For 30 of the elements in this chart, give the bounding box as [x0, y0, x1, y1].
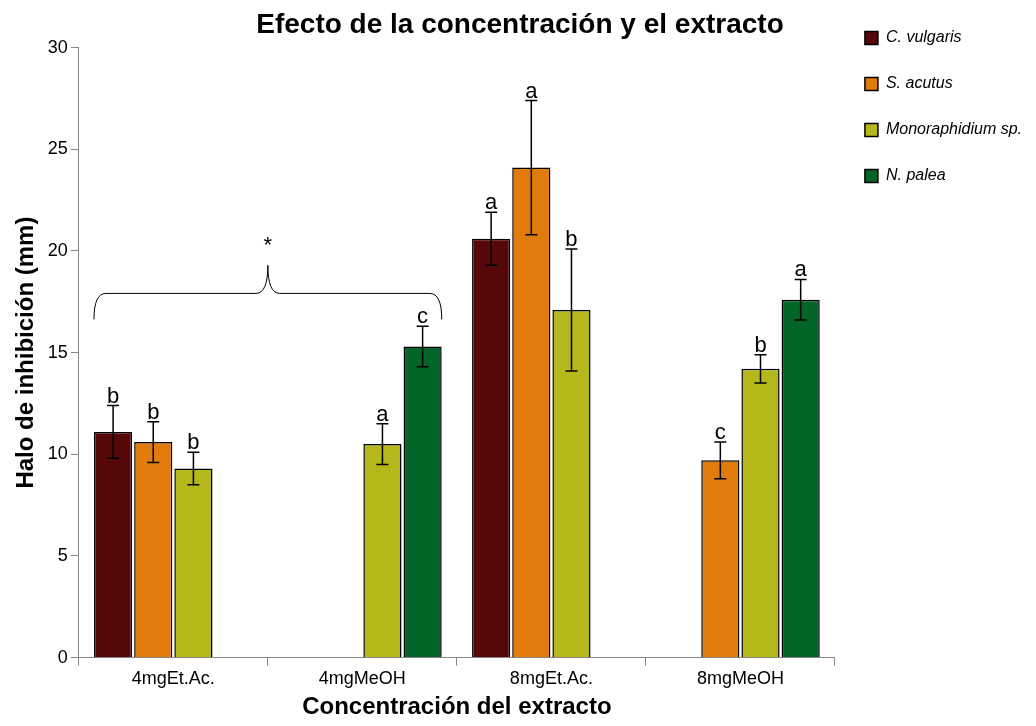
- annotation: b: [754, 331, 767, 357]
- annotation: b: [187, 429, 200, 455]
- annotation: b: [106, 382, 120, 408]
- legend-label: S. acutus: [885, 74, 953, 92]
- legend-label: C. vulgaris: [885, 28, 962, 46]
- annotation: a: [485, 189, 499, 215]
- chart-title: Efecto de la concentración y el extracto: [256, 7, 784, 39]
- x-tick-label: 8mgEt.Ac.: [509, 668, 593, 689]
- y-tick-label: 30: [47, 36, 68, 57]
- annotation: c: [417, 303, 429, 329]
- annotation: a: [794, 256, 808, 282]
- y-tick-label: 5: [57, 544, 68, 565]
- y-tick-label: 10: [47, 443, 68, 464]
- x-axis-title: Concentración del extracto: [302, 692, 612, 720]
- annotation: a: [376, 400, 390, 426]
- y-tick-label: 0: [57, 646, 68, 667]
- x-tick-label: 4mgMeOH: [318, 668, 406, 689]
- y-axis-title: Halo de inhibición (mm): [11, 216, 39, 489]
- y-tick-label: 15: [47, 341, 68, 362]
- x-tick-label: 8mgMeOH: [696, 668, 784, 689]
- annotation: c: [714, 419, 726, 445]
- y-tick-label: 20: [47, 239, 68, 260]
- annotation: *: [263, 232, 273, 258]
- annotation: b: [147, 398, 160, 424]
- annotation: b: [565, 225, 578, 251]
- legend-label: N. palea: [885, 166, 946, 184]
- y-tick-label: 25: [47, 138, 68, 159]
- x-tick-label: 4mgEt.Ac.: [131, 668, 215, 689]
- legend-label: Monoraphidium sp.: [885, 120, 1023, 138]
- annotation: a: [525, 77, 539, 103]
